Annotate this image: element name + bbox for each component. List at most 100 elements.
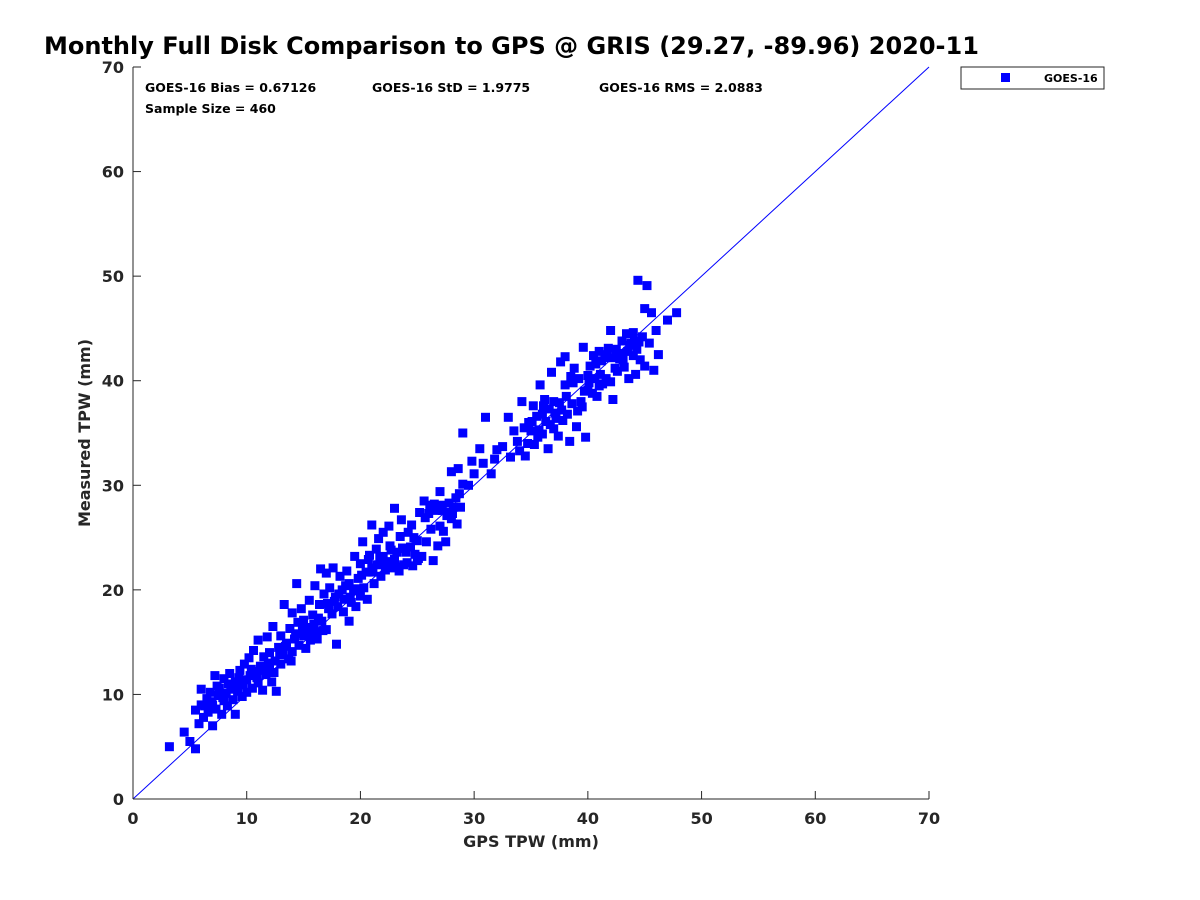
data-point [420, 513, 430, 523]
data-point [515, 446, 525, 456]
y-tick-label: 40 [102, 372, 124, 391]
data-point [632, 344, 642, 354]
data-point [490, 454, 500, 464]
data-point [584, 378, 594, 388]
data-point [408, 561, 418, 571]
data-point [527, 417, 537, 426]
data-point [229, 684, 239, 694]
data-point [651, 326, 661, 335]
data-point [458, 428, 468, 438]
data-point [528, 401, 538, 411]
data-point [179, 727, 189, 737]
data-point [253, 635, 263, 645]
data-point [305, 635, 315, 645]
data-point [263, 658, 273, 668]
data-point [622, 329, 631, 339]
data-point [436, 500, 446, 510]
data-point [203, 707, 213, 717]
data-point [526, 426, 536, 436]
data-point [572, 422, 581, 432]
data-point [286, 656, 296, 666]
data-point [653, 350, 663, 360]
data-point [301, 643, 311, 653]
data-point [406, 542, 415, 552]
x-tick-label: 30 [463, 809, 485, 828]
data-point [234, 673, 244, 683]
legend-marker [1001, 73, 1010, 82]
y-axis-label: Measured TPW (mm) [75, 339, 94, 527]
data-point [625, 340, 635, 350]
data-point [341, 581, 351, 591]
data-point [591, 359, 601, 369]
data-point [403, 527, 413, 537]
data-point [396, 515, 406, 525]
data-point [274, 642, 284, 652]
y-tick-label: 30 [102, 476, 124, 495]
data-point [269, 668, 279, 677]
data-point [299, 615, 309, 625]
data-point [373, 560, 382, 570]
data-point [577, 402, 587, 412]
data-point [558, 416, 568, 425]
data-point [164, 742, 174, 752]
data-point [579, 386, 589, 396]
data-point [534, 425, 544, 435]
data-point [257, 665, 266, 675]
data-point [332, 639, 341, 649]
data-point [219, 674, 229, 684]
data-point [325, 583, 335, 593]
data-point [573, 406, 583, 416]
data-point [446, 467, 456, 477]
data-point [565, 436, 575, 446]
data-point [545, 420, 555, 430]
data-point [574, 374, 584, 384]
data-point [224, 679, 233, 689]
data-point [334, 589, 344, 599]
data-point [498, 442, 508, 452]
data-point [421, 537, 431, 547]
data-point [598, 379, 608, 389]
data-point [367, 520, 377, 530]
data-point [267, 677, 277, 687]
data-point [268, 622, 278, 631]
data-point [363, 555, 373, 564]
data-point [603, 343, 613, 353]
y-tick-label: 60 [102, 163, 124, 182]
data-point [402, 558, 412, 568]
data-point [517, 397, 527, 407]
data-point [446, 514, 456, 524]
data-point [612, 366, 622, 376]
data-point [592, 391, 602, 401]
data-point [238, 680, 248, 690]
data-point [432, 505, 442, 515]
data-point [210, 671, 220, 681]
std-stat: GOES-16 StD = 1.9775 [372, 80, 530, 95]
data-point [578, 342, 588, 352]
data-point [478, 458, 488, 468]
legend-label: GOES-16 [1044, 72, 1098, 85]
data-point [532, 411, 542, 421]
data-point [315, 600, 324, 609]
data-point [384, 521, 394, 531]
data-point [554, 398, 564, 408]
data-point [345, 592, 355, 602]
data-point [644, 338, 654, 348]
x-tick-label: 20 [349, 809, 371, 828]
data-point [413, 554, 423, 563]
data-point [551, 413, 561, 423]
data-point [194, 719, 204, 729]
y-tick-label: 50 [102, 267, 124, 286]
data-point [212, 681, 222, 691]
data-point [196, 684, 206, 694]
data-point [395, 532, 405, 541]
data-point [585, 361, 595, 371]
data-point [285, 624, 295, 633]
data-point [275, 649, 285, 659]
x-tick-label: 40 [577, 809, 599, 828]
y-tick-label: 0 [113, 790, 124, 809]
data-point [376, 571, 386, 581]
data-point [362, 594, 372, 604]
data-point [319, 589, 329, 599]
data-point [379, 558, 389, 568]
data-point [637, 332, 647, 342]
